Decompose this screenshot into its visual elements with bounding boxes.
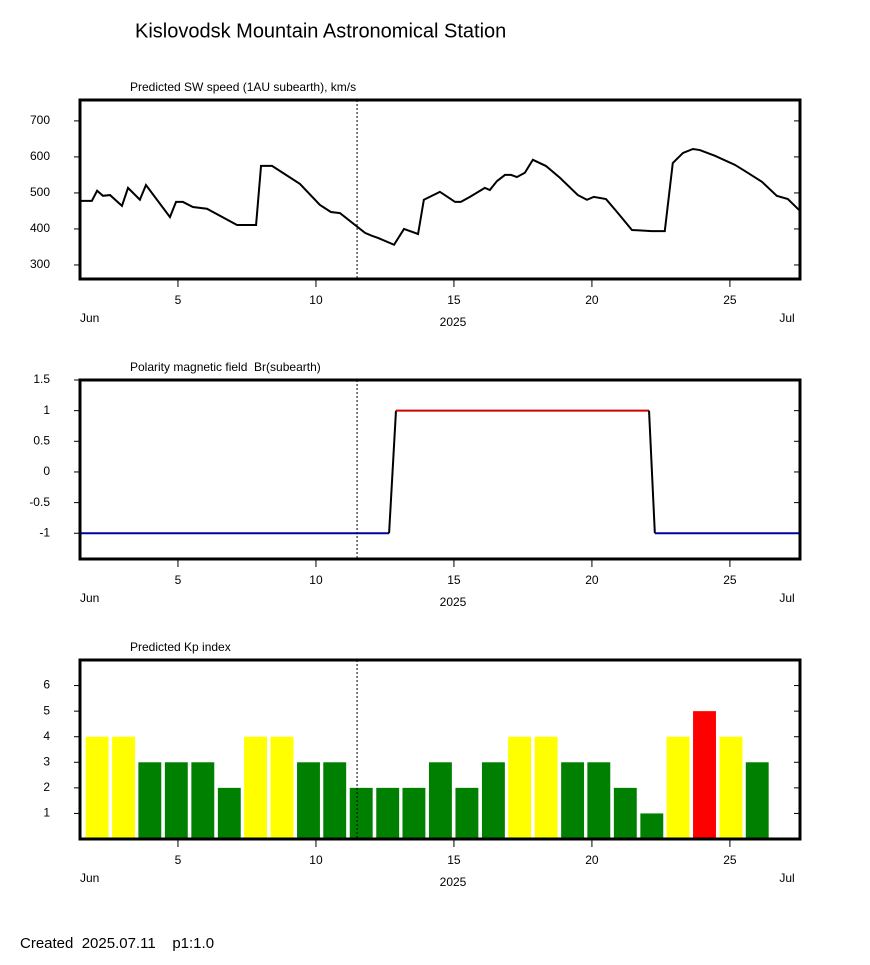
month-label: Jun xyxy=(80,591,99,605)
bar xyxy=(349,787,373,839)
chart-title: Predicted Kp index xyxy=(130,640,231,654)
line xyxy=(80,147,801,247)
y-tick-label: 300 xyxy=(30,257,50,271)
x-tick-label: 5 xyxy=(175,853,182,867)
y-tick-label: 500 xyxy=(30,185,50,199)
x-tick-label: 5 xyxy=(175,293,182,307)
bar xyxy=(561,762,585,839)
x-tick-label: 5 xyxy=(175,573,182,587)
bar xyxy=(138,762,162,839)
bar xyxy=(587,762,611,839)
month-label: Jun xyxy=(80,311,99,325)
chart-title: Polarity magnetic field Br(subearth) xyxy=(130,360,321,374)
bar xyxy=(217,787,241,839)
y-tick-label: 600 xyxy=(30,149,50,163)
y-tick-label: 2 xyxy=(43,780,50,794)
y-tick-label: 0 xyxy=(43,464,50,478)
bar xyxy=(323,762,347,839)
x-tick-label: 20 xyxy=(585,573,599,587)
y-tick-label: 1 xyxy=(43,403,50,417)
plot-frame xyxy=(78,98,802,281)
x-tick-label: 15 xyxy=(447,293,461,307)
bar xyxy=(270,736,294,839)
x-tick-label: 25 xyxy=(723,573,737,587)
y-tick-label: 1.5 xyxy=(33,372,50,386)
year-label: 2025 xyxy=(440,595,467,609)
bar xyxy=(666,736,690,839)
plot-frame xyxy=(78,658,802,841)
bar xyxy=(508,736,532,839)
y-tick-label: 5 xyxy=(43,703,50,717)
bar xyxy=(481,762,505,839)
y-tick-label: 1 xyxy=(43,806,50,820)
bar xyxy=(640,813,664,839)
line xyxy=(388,410,397,534)
y-tick-label: 0.5 xyxy=(33,433,50,447)
y-tick-label: 4 xyxy=(43,729,50,743)
month-label: Jun xyxy=(80,871,99,885)
bar xyxy=(244,736,267,839)
page-title: Kislovodsk Mountain Astronomical Station xyxy=(135,20,506,42)
plot-frame xyxy=(78,378,802,561)
x-tick-label: 15 xyxy=(447,853,461,867)
x-tick-label: 25 xyxy=(723,293,737,307)
bar xyxy=(745,762,769,839)
line xyxy=(648,410,656,534)
x-tick-label: 10 xyxy=(309,573,323,587)
month-label: Jul xyxy=(779,591,794,605)
footer: Created 2025.07.11 p1:1.0 xyxy=(20,935,214,952)
bar xyxy=(534,736,558,839)
x-tick-label: 10 xyxy=(309,853,323,867)
bar xyxy=(112,736,136,839)
chart-title: Predicted SW speed (1AU subearth), km/s xyxy=(130,80,356,94)
x-tick-label: 20 xyxy=(585,293,599,307)
bar xyxy=(191,762,215,839)
bar xyxy=(402,787,426,839)
bar xyxy=(719,736,743,839)
month-label: Jul xyxy=(779,871,794,885)
bar xyxy=(164,762,188,839)
y-tick-label: -0.5 xyxy=(29,495,50,509)
bar xyxy=(428,762,452,839)
bar xyxy=(693,711,716,839)
bar xyxy=(613,787,637,839)
x-tick-label: 10 xyxy=(309,293,323,307)
year-label: 2025 xyxy=(440,875,467,889)
y-tick-label: 400 xyxy=(30,221,50,235)
year-label: 2025 xyxy=(440,315,467,329)
bar xyxy=(376,787,400,839)
y-tick-label: 6 xyxy=(43,678,50,692)
y-tick-label: 3 xyxy=(43,754,50,768)
bar xyxy=(85,736,109,839)
y-tick-label: -1 xyxy=(39,525,50,539)
x-tick-label: 25 xyxy=(723,853,737,867)
x-tick-label: 15 xyxy=(447,573,461,587)
month-label: Jul xyxy=(779,311,794,325)
bar xyxy=(297,762,320,839)
y-tick-label: 700 xyxy=(30,113,50,127)
bar xyxy=(455,787,479,839)
x-tick-label: 20 xyxy=(585,853,599,867)
